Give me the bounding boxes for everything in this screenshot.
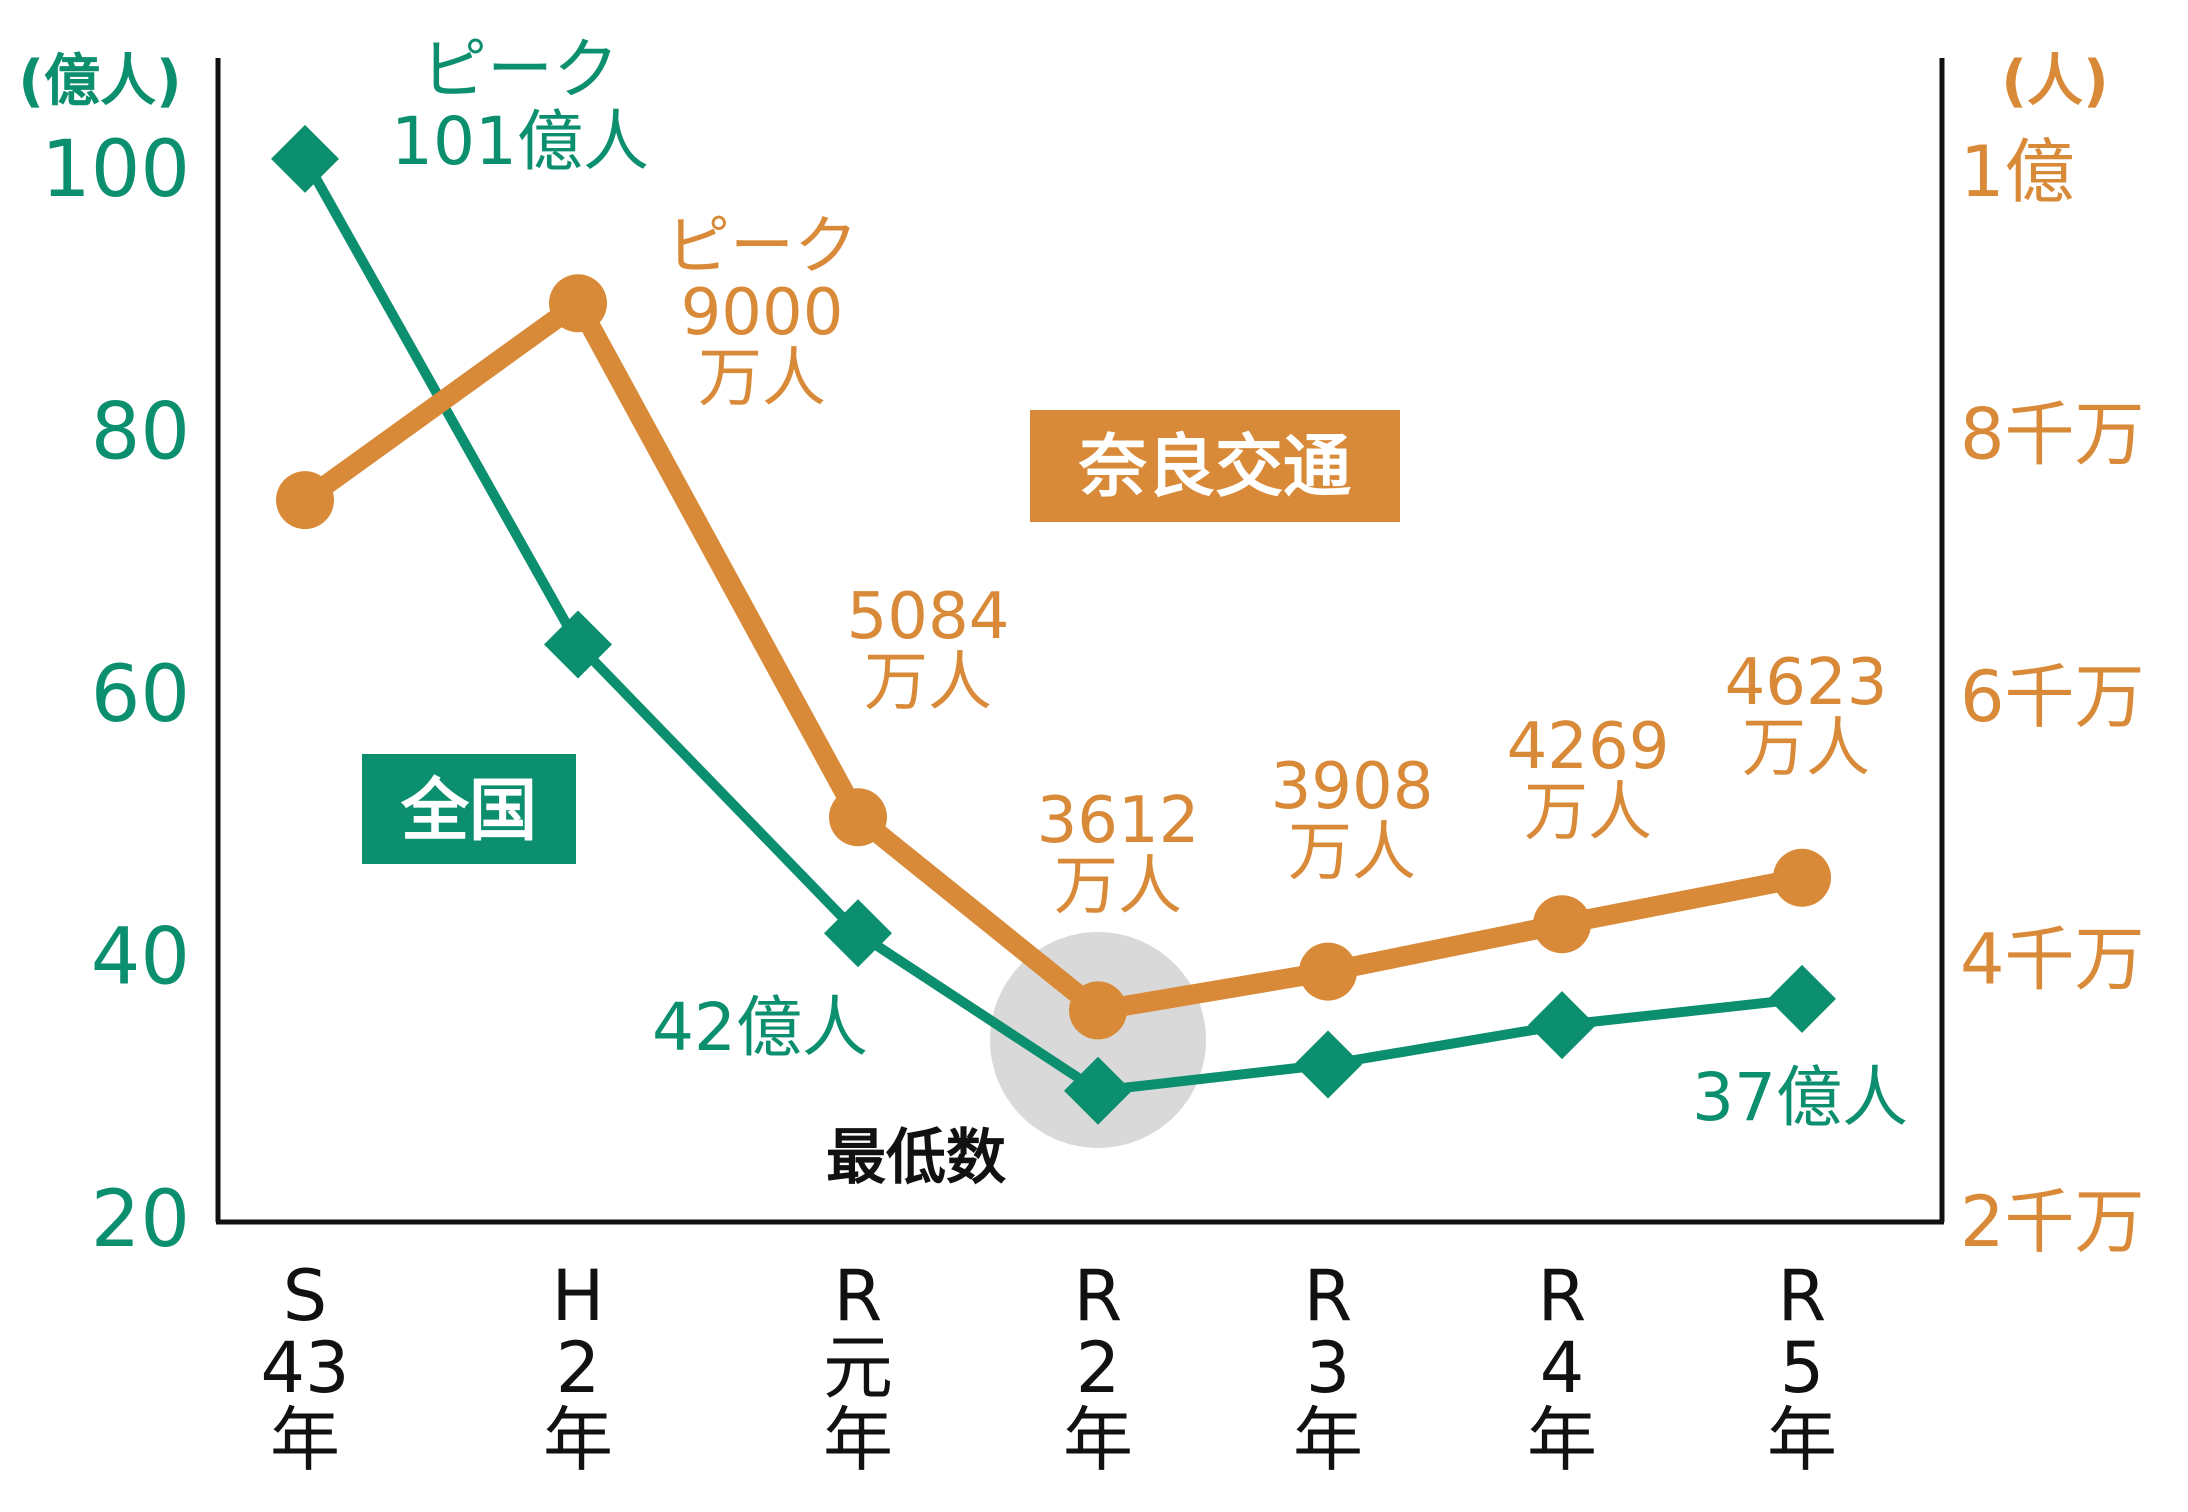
x-tick-label: R <box>1778 1255 1827 1337</box>
x-tick-label: H <box>552 1255 605 1337</box>
left-tick-label: 100 <box>41 125 190 215</box>
nara-point-marker <box>829 788 887 847</box>
lowest-annotation: 最低数 <box>826 1123 1006 1193</box>
national-point-marker <box>1064 1056 1132 1125</box>
nara-point-marker <box>1299 942 1357 1001</box>
data-label: 万人 <box>698 342 826 416</box>
data-label: 万人 <box>1742 712 1870 786</box>
data-label: 3612 <box>1037 784 1200 858</box>
national-point-marker <box>824 899 892 968</box>
data-label: 万人 <box>1288 816 1416 890</box>
right-tick-label: 8千万 <box>1960 394 2145 476</box>
x-tick-label: R <box>1304 1255 1353 1337</box>
right-tick-label: 4千万 <box>1960 919 2145 1001</box>
x-tick-label: R <box>1538 1255 1587 1337</box>
data-label: ピーク <box>421 31 619 108</box>
left-tick-label: 40 <box>91 913 190 1003</box>
right-tick-label: 1億 <box>1960 131 2075 213</box>
right-tick-label: 2千万 <box>1960 1181 2145 1263</box>
nara-legend-label: 奈良交通 <box>1078 428 1351 507</box>
x-tick-label: 年 <box>1527 1399 1597 1481</box>
x-tick-label: 43 <box>260 1327 349 1409</box>
national-legend-label: 全国 <box>400 772 537 851</box>
data-label: 4269 <box>1507 710 1670 784</box>
x-tick-label: 2 <box>1076 1327 1121 1409</box>
data-label: 万人 <box>1524 776 1652 850</box>
right-axis-unit: (人) <box>2001 49 2108 114</box>
nara-point-marker <box>1773 848 1831 907</box>
x-tick-label: R <box>834 1255 883 1337</box>
nara-point-marker <box>276 471 334 530</box>
nara-point-marker <box>549 274 607 333</box>
national-point-marker <box>1768 964 1836 1033</box>
left-tick-label: 20 <box>91 1175 190 1265</box>
x-tick-label: R <box>1074 1255 1123 1337</box>
data-label: ピーク <box>666 210 858 284</box>
national-point-marker <box>544 610 612 679</box>
x-tick-label: 3 <box>1306 1327 1351 1409</box>
x-tick-label: 年 <box>543 1399 613 1481</box>
data-label: 万人 <box>864 646 992 720</box>
x-tick-label: 2 <box>556 1327 601 1409</box>
data-label: 37億人 <box>1692 1059 1908 1136</box>
nara-point-marker <box>1069 981 1127 1040</box>
x-tick-label: S <box>283 1255 327 1337</box>
x-tick-label: 年 <box>823 1399 893 1481</box>
data-label: 4623 <box>1725 646 1888 720</box>
x-tick-label: 5 <box>1780 1327 1825 1409</box>
right-tick-label: 6千万 <box>1960 656 2145 738</box>
nara-point-marker <box>1533 895 1591 954</box>
data-label: 3908 <box>1271 750 1434 824</box>
x-tick-label: 年 <box>1767 1399 1837 1481</box>
data-label: 万人 <box>1054 850 1182 924</box>
data-label: 42億人 <box>652 989 868 1066</box>
x-tick-label: 年 <box>1063 1399 1133 1481</box>
left-tick-label: 60 <box>91 650 190 740</box>
left-axis-unit: (億人) <box>18 49 181 114</box>
national-point-marker <box>1528 991 1596 1060</box>
x-tick-label: 年 <box>270 1399 340 1481</box>
x-tick-label: 年 <box>1293 1399 1363 1481</box>
x-tick-label: 4 <box>1540 1327 1585 1409</box>
lowest-highlight-circle <box>990 932 1206 1148</box>
x-tick-label: 元 <box>823 1327 893 1409</box>
nara-legend-box <box>1030 410 1400 522</box>
national-point-marker <box>271 124 339 193</box>
national-point-marker <box>1294 1030 1362 1099</box>
data-label: 5084 <box>847 580 1010 654</box>
data-label: 9000 <box>681 276 844 350</box>
left-tick-label: 80 <box>91 388 190 478</box>
national-legend-box <box>362 754 576 864</box>
data-label: 101億人 <box>391 103 649 180</box>
